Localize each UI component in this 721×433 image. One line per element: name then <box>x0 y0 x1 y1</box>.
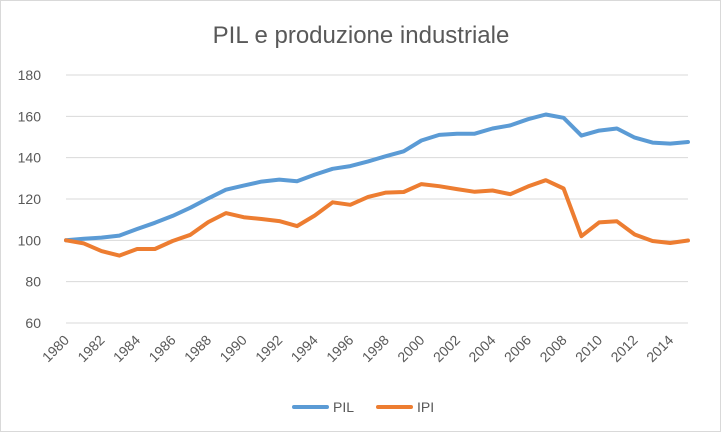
x-tick-label: 2014 <box>643 332 676 365</box>
x-tick-label: 1984 <box>110 332 143 365</box>
x-tick-label: 2012 <box>607 332 640 365</box>
x-tick-label: 1980 <box>39 332 72 365</box>
legend-item-ipi: IPI <box>376 399 434 415</box>
legend-label-pil: PIL <box>333 399 354 415</box>
legend-item-pil: PIL <box>292 399 354 415</box>
x-tick-label: 2010 <box>572 332 605 365</box>
y-axis-ticks: 60 80 100 120 140 160 180 <box>18 67 42 331</box>
legend-label-ipi: IPI <box>417 399 434 415</box>
x-tick-label: 2004 <box>465 332 498 365</box>
y-tick-label: 160 <box>18 108 42 124</box>
series-lines <box>64 112 690 258</box>
legend: PIL IPI <box>292 399 434 415</box>
x-tick-label: 1990 <box>216 332 249 365</box>
gridlines <box>66 74 688 324</box>
y-tick-label: 60 <box>25 315 41 331</box>
y-tick-label: 120 <box>18 191 42 207</box>
x-tick-label: 1994 <box>288 332 321 365</box>
x-axis-ticks: 1980 1982 1984 1986 1988 1990 1992 1994 1996 1998… <box>39 332 677 365</box>
x-tick-label: 1982 <box>74 332 107 365</box>
series-line-ipi <box>64 178 690 258</box>
x-tick-label: 1986 <box>145 332 178 365</box>
series-line-pil <box>64 112 690 243</box>
x-tick-label: 2000 <box>394 332 427 365</box>
x-tick-label: 1996 <box>323 332 356 365</box>
y-tick-label: 180 <box>18 67 42 83</box>
y-tick-label: 80 <box>25 274 41 290</box>
x-tick-label: 2002 <box>430 332 463 365</box>
y-tick-label: 100 <box>18 232 42 248</box>
x-tick-label: 1992 <box>252 332 285 365</box>
x-tick-label: 1988 <box>181 332 214 365</box>
y-tick-label: 140 <box>18 150 42 166</box>
x-tick-label: 2008 <box>536 332 569 365</box>
x-tick-label: 2006 <box>501 332 534 365</box>
x-tick-label: 1998 <box>359 332 392 365</box>
chart-title: PIL e produzione industriale <box>213 22 510 49</box>
